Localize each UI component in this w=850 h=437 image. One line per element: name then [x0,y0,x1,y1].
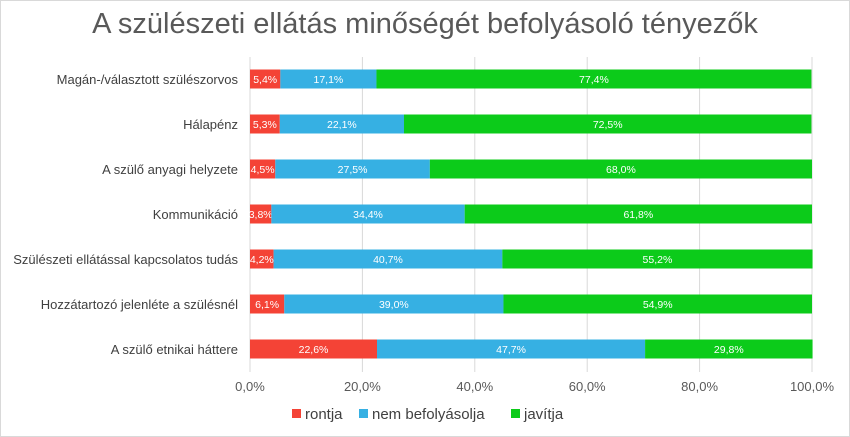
data-label: 5,4% [253,74,277,86]
data-label: 5,3% [253,119,277,131]
bar-segment-rontja [250,114,280,134]
bar-segment-javítja [502,249,813,269]
bar-segment-rontja [250,339,378,359]
data-label: 61,8% [623,209,653,221]
category-label: A szülő anyagi helyzete [102,162,238,177]
bar-segment-nem-befolyásolja [273,249,503,269]
data-label: 54,9% [643,299,673,311]
bar-segment-nem-befolyásolja [271,204,465,224]
bar-segment-rontja [250,69,281,89]
x-tick-label: 60,0% [569,379,606,394]
legend-label: rontja [305,406,343,423]
x-tick-label: 100,0% [790,379,835,394]
data-label: 17,1% [314,74,344,86]
bar-segment-rontja [250,249,274,269]
category-label: A szülő etnikai háttere [111,342,238,357]
legend-swatch [292,409,301,418]
data-label: 77,4% [579,74,609,86]
data-label: 29,8% [714,344,744,356]
x-tick-label: 20,0% [344,379,381,394]
legend-swatch [511,409,520,418]
category-label: Kommunikáció [153,207,238,222]
data-label: 34,4% [353,209,383,221]
data-label: 72,5% [593,119,623,131]
legend-label: nem befolyásolja [372,406,485,423]
x-tick-label: 0,0% [235,379,265,394]
bar-segment-javítja [464,204,812,224]
bar-segment-javítja [403,114,812,134]
bar-segment-javítja [645,339,813,359]
x-tick-label: 40,0% [456,379,493,394]
bar-segment-rontja [250,204,272,224]
bar-segment-javítja [429,159,812,179]
bar-segment-nem-befolyásolja [275,159,430,179]
data-label: 22,1% [327,119,357,131]
x-tick-label: 80,0% [681,379,718,394]
bar-segment-rontja [250,159,276,179]
category-label: Hálapénz [183,117,238,132]
data-label: 22,6% [299,344,329,356]
data-label: 4,2% [250,254,274,266]
data-label: 27,5% [338,164,368,176]
data-label: 39,0% [379,299,409,311]
data-label: 6,1% [255,299,279,311]
data-label: 3,8% [249,209,273,221]
bar-segment-nem-befolyásolja [279,114,404,134]
category-label: Szülészeti ellátással kapcsolatos tudás [13,252,238,267]
data-label: 55,2% [643,254,673,266]
bar-segment-nem-befolyásolja [377,339,646,359]
bar-segment-javítja [376,69,812,89]
bar-segment-rontja [250,294,285,314]
legend-swatch [359,409,368,418]
bar-segment-nem-befolyásolja [284,294,504,314]
data-label: 47,7% [496,344,526,356]
data-label: 68,0% [606,164,636,176]
data-label: 40,7% [373,254,403,266]
category-label: Magán-/választott szülészorvos [57,72,239,87]
legend-label: javítja [523,406,564,423]
data-label: 4,5% [251,164,275,176]
bar-segment-nem-befolyásolja [280,69,377,89]
chart-title: A szülészeti ellátás minőségét befolyáso… [92,8,758,40]
category-label: Hozzátartozó jelenléte a szülésnél [41,297,238,312]
bar-segment-javítja [503,294,812,314]
